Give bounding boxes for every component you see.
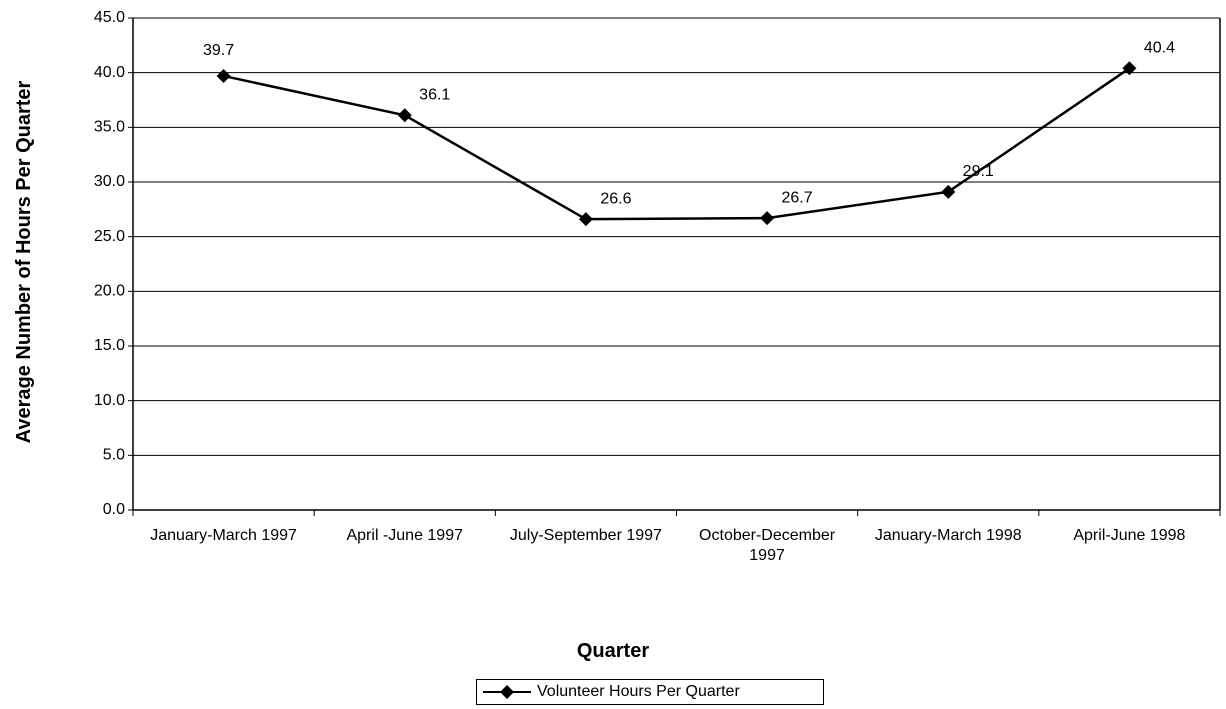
x-tick-label: April -June 1997 — [346, 527, 463, 544]
y-tick-label: 45.0 — [94, 9, 125, 26]
y-axis-title: Average Number of Hours Per Quarter — [13, 80, 35, 444]
marker — [216, 68, 231, 83]
y-tick-label: 20.0 — [94, 283, 125, 300]
series-line — [223, 67, 1131, 221]
marker — [578, 212, 593, 227]
legend-label: Volunteer Hours Per Quarter — [537, 683, 740, 700]
x-tick-label: October-December 1997 — [699, 527, 836, 564]
marker — [1122, 61, 1137, 76]
y-tick-label: 5.0 — [103, 447, 125, 464]
data-label: 26.7 — [782, 189, 813, 206]
data-label: 29.1 — [963, 163, 994, 180]
y-tick-label: 10.0 — [94, 392, 125, 409]
legend-swatch — [483, 685, 531, 699]
y-tick-label: 25.0 — [94, 228, 125, 245]
marker — [941, 184, 956, 199]
data-label: 36.1 — [419, 87, 450, 104]
legend: Volunteer Hours Per Quarter — [476, 679, 824, 705]
marker — [397, 108, 412, 123]
y-tick-label: 0.0 — [103, 501, 125, 518]
y-tick-label: 35.0 — [94, 119, 125, 136]
x-tick-label: July-September 1997 — [509, 527, 662, 544]
data-label: 26.6 — [600, 190, 631, 207]
marker — [760, 211, 775, 226]
data-label: 40.4 — [1144, 40, 1175, 57]
y-tick-label: 30.0 — [94, 173, 125, 190]
x-tick-label: April-June 1998 — [1073, 527, 1186, 544]
data-label: 39.7 — [203, 42, 234, 59]
x-tick-label: January-March 1997 — [150, 527, 297, 544]
x-axis-title: Quarter — [576, 640, 650, 662]
x-tick-label: January-March 1998 — [874, 527, 1022, 544]
y-tick-label: 15.0 — [94, 337, 125, 354]
y-tick-label: 40.0 — [94, 64, 125, 81]
